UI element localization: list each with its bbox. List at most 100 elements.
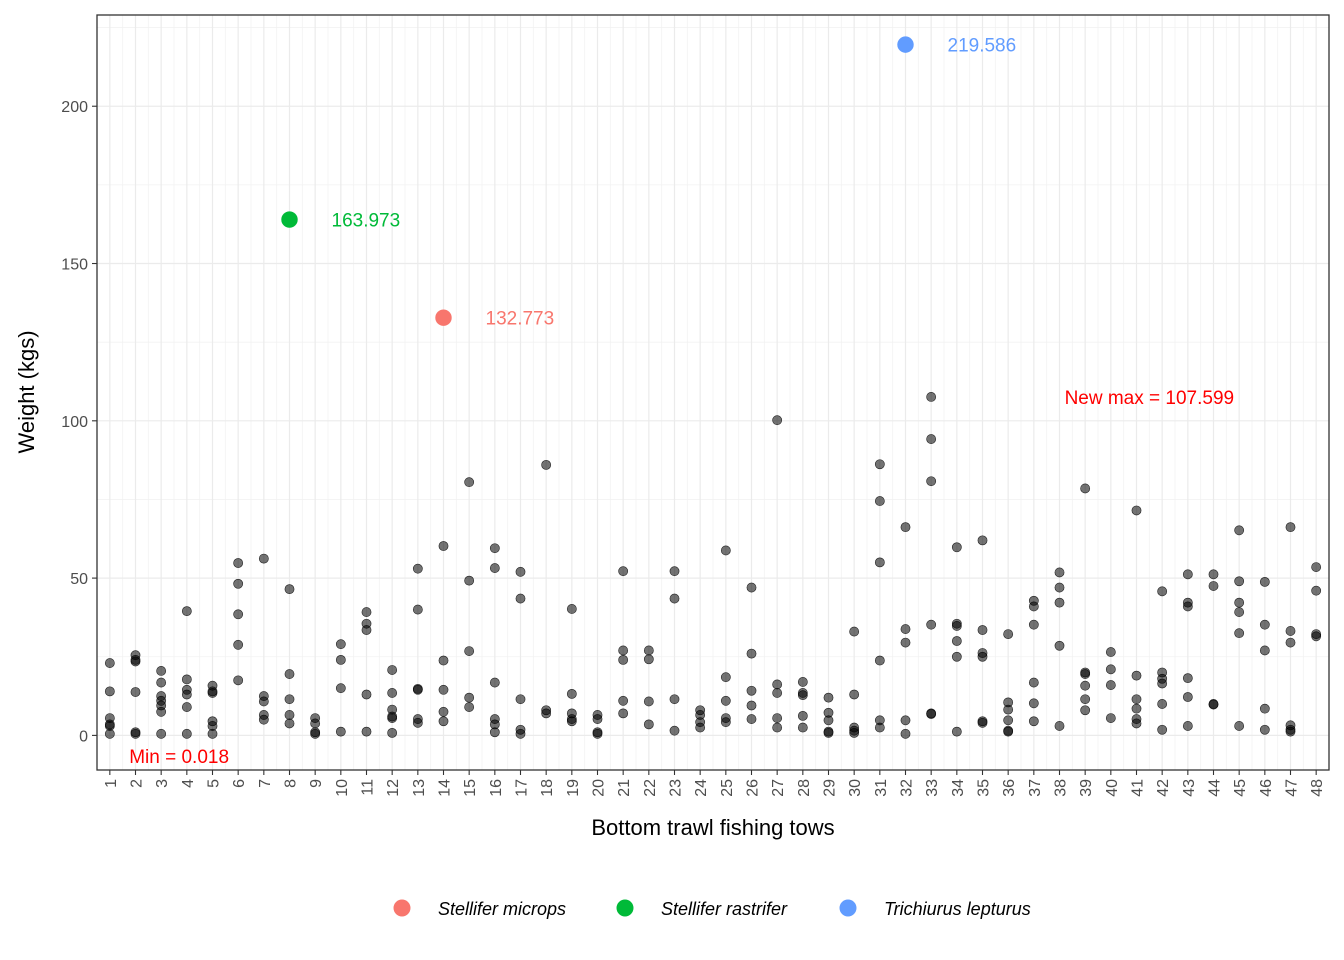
- data-point: [412, 563, 423, 574]
- data-point: [746, 714, 757, 724]
- data-point: [926, 392, 937, 402]
- data-point: [1285, 726, 1296, 737]
- data-point: [926, 619, 937, 630]
- x-tick-label: 16: [488, 779, 505, 797]
- data-point: [1157, 724, 1168, 735]
- data-point: [489, 677, 500, 688]
- data-point: [207, 688, 218, 698]
- x-tick-label: 19: [565, 779, 582, 797]
- data-point: [772, 713, 783, 723]
- x-tick-label: 30: [847, 779, 864, 797]
- x-tick-label: 28: [796, 779, 813, 797]
- legend-key: [393, 899, 411, 917]
- data-point: [1028, 619, 1039, 630]
- data-point: [284, 718, 295, 729]
- data-point: [618, 566, 629, 577]
- data-point: [361, 689, 372, 700]
- highlight-layer: 132.773 163.973 219.586: [281, 36, 1016, 330]
- data-point: [412, 684, 423, 695]
- data-point: [258, 696, 269, 707]
- data-point: [515, 566, 526, 577]
- data-point: [1003, 726, 1014, 737]
- x-tick-label: 5: [206, 779, 223, 788]
- data-point: [1028, 698, 1039, 709]
- data-point: [746, 700, 757, 711]
- data-point: [797, 722, 808, 733]
- data-point: [258, 714, 269, 725]
- x-tick-label: 33: [924, 779, 941, 797]
- data-point: [1028, 716, 1039, 727]
- x-tick-label: 44: [1207, 779, 1224, 797]
- data-point: [387, 713, 398, 723]
- x-tick-label: 37: [1027, 779, 1044, 797]
- data-point: [438, 716, 449, 727]
- grid-major: [97, 15, 1329, 770]
- x-tick-label: 7: [257, 779, 274, 788]
- data-point: [977, 535, 988, 546]
- data-point: [900, 715, 911, 726]
- data-point: [669, 566, 680, 577]
- data-point: [1105, 647, 1116, 657]
- x-tick-label: 29: [822, 779, 839, 797]
- data-point: [335, 726, 346, 737]
- data-point: [104, 658, 115, 668]
- x-axis-title: Bottom trawl fishing tows: [591, 815, 834, 840]
- y-axis-title: Weight (kgs): [14, 330, 39, 453]
- data-point: [1080, 705, 1091, 716]
- data-point: [746, 648, 757, 659]
- data-point: [874, 722, 885, 733]
- data-point: [566, 688, 577, 699]
- data-point: [1234, 597, 1245, 608]
- data-point: [387, 727, 398, 738]
- x-tick-label: 38: [1053, 779, 1070, 797]
- data-point: [797, 690, 808, 701]
- x-tick-label: 41: [1130, 779, 1147, 797]
- x-tick-label: 36: [1001, 779, 1018, 797]
- data-point: [1285, 522, 1296, 533]
- data-point: [1028, 601, 1039, 612]
- data-point: [489, 543, 500, 554]
- legend: Stellifer microps Stellifer rastrifer Tric…: [393, 899, 1031, 919]
- data-point: [464, 646, 475, 656]
- data-point: [720, 545, 731, 556]
- data-point: [1003, 629, 1014, 639]
- panel-border: [96, 14, 1330, 771]
- data-point: [1182, 601, 1193, 612]
- data-point: [1182, 721, 1193, 731]
- data-point: [900, 624, 911, 634]
- data-point: [181, 728, 192, 739]
- highlight-label: 163.973: [332, 211, 401, 232]
- data-point: [181, 689, 192, 700]
- x-tick-label: 35: [976, 779, 993, 797]
- data-point: [310, 718, 321, 729]
- data-point: [926, 434, 937, 444]
- data-point: [438, 541, 449, 551]
- data-point: [592, 714, 603, 724]
- data-point: [464, 702, 475, 712]
- data-point: [1234, 576, 1245, 587]
- data-point: [1105, 680, 1116, 690]
- data-point: [361, 607, 372, 617]
- annotation-layer: Min = 0.018 New max = 107.599: [129, 388, 1234, 768]
- data-point: [926, 709, 937, 719]
- data-point: [541, 459, 552, 470]
- data-point: [1003, 704, 1014, 715]
- data-point: [823, 692, 834, 703]
- data-point: [951, 726, 962, 737]
- data-point: [1182, 673, 1193, 684]
- data-point: [951, 542, 962, 553]
- data-point: [746, 685, 757, 696]
- data-point: [1234, 525, 1245, 536]
- x-tick-label: 27: [770, 779, 787, 797]
- y-tick-label: 100: [61, 414, 88, 431]
- data-point: [1311, 585, 1322, 596]
- x-tick-label: 2: [129, 779, 146, 788]
- data-point: [1054, 640, 1065, 651]
- data-point: [130, 687, 141, 697]
- highlight-point: [897, 36, 914, 53]
- annotation-label: New max = 107.599: [1065, 388, 1235, 409]
- data-point: [233, 675, 244, 686]
- data-point: [130, 656, 141, 667]
